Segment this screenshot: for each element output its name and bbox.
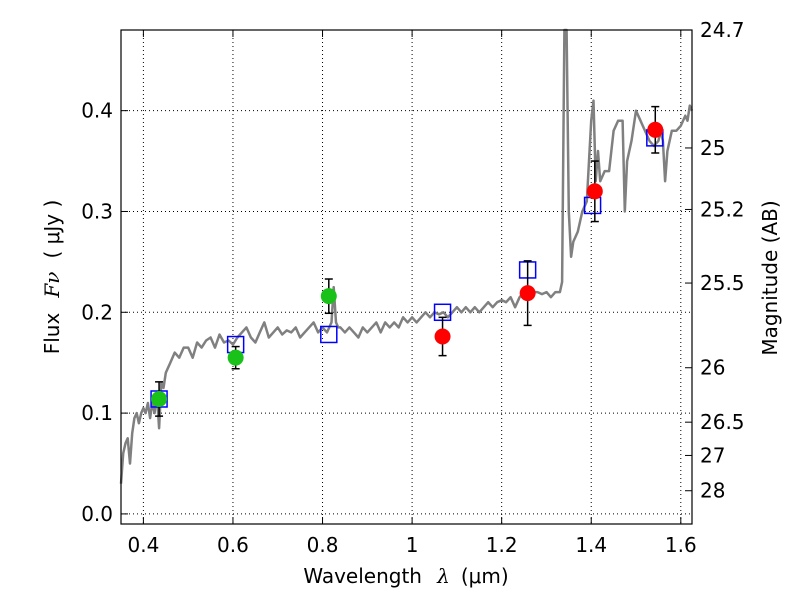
y-tick-label: 0.1 — [81, 401, 113, 425]
x-tick-label: 0.6 — [217, 533, 249, 557]
x-tick-label: 1 — [406, 533, 419, 557]
x-axis-units: (μm) — [461, 564, 509, 588]
x-axis-title-text: Wavelength — [303, 564, 422, 588]
x-tick-label: 0.4 — [127, 533, 159, 557]
y-tick-label: 0.4 — [81, 99, 113, 123]
y-tick-label: 0.0 — [81, 502, 113, 526]
x-tick-label: 1.2 — [486, 533, 518, 557]
axis-ticks: 0.4 0.6 0.8 1 1.2 1.4 1.6 0.0 0.1 0.2 0.3 0.4 24.7 25… — [81, 18, 744, 557]
y-axis-title-text: Flux — [40, 313, 64, 355]
y-axis-symbol: Fν — [40, 272, 64, 299]
green-point-marker — [320, 288, 337, 305]
magnitude-axis-title: Magnitude (AB) — [758, 200, 782, 355]
magnitude-tick-label: 26 — [700, 356, 725, 380]
spectrum-line — [119, 28, 694, 484]
red-point-marker — [647, 121, 664, 138]
y-tick-label: 0.3 — [81, 199, 113, 223]
magnitude-tick-label: 25.2 — [700, 197, 745, 221]
model-box-marker — [320, 325, 338, 344]
magnitude-tick-label: 25 — [700, 136, 725, 160]
spectrum-series — [119, 28, 694, 484]
red-point-marker — [519, 285, 536, 302]
x-tick-label: 1.6 — [665, 533, 697, 557]
red-point-marker — [434, 328, 451, 345]
green-point-marker — [151, 390, 168, 407]
magnitude-tick-label: 27 — [700, 443, 725, 467]
y-axis-units: ( μJy ) — [40, 200, 64, 259]
magnitude-tick-label: 26.5 — [700, 410, 745, 434]
magnitude-tick-label: 28 — [700, 479, 725, 503]
magnitude-tick-label: 25.5 — [700, 271, 745, 295]
y-axis-title: Flux Fν ( μJy ) — [40, 200, 64, 355]
x-tick-label: 0.8 — [307, 533, 339, 557]
y-tick-label: 0.2 — [81, 300, 113, 324]
plot-frame — [120, 29, 693, 525]
photometry-series — [151, 105, 664, 417]
axes-border — [120, 29, 693, 525]
red-point-marker — [586, 183, 603, 200]
x-axis-symbol: λ — [436, 564, 450, 588]
green-point-marker — [227, 349, 244, 366]
x-tick-label: 1.4 — [575, 533, 607, 557]
magnitude-tick-label: 24.7 — [700, 18, 745, 42]
x-axis-title: Wavelength λ (μm) — [303, 564, 508, 588]
